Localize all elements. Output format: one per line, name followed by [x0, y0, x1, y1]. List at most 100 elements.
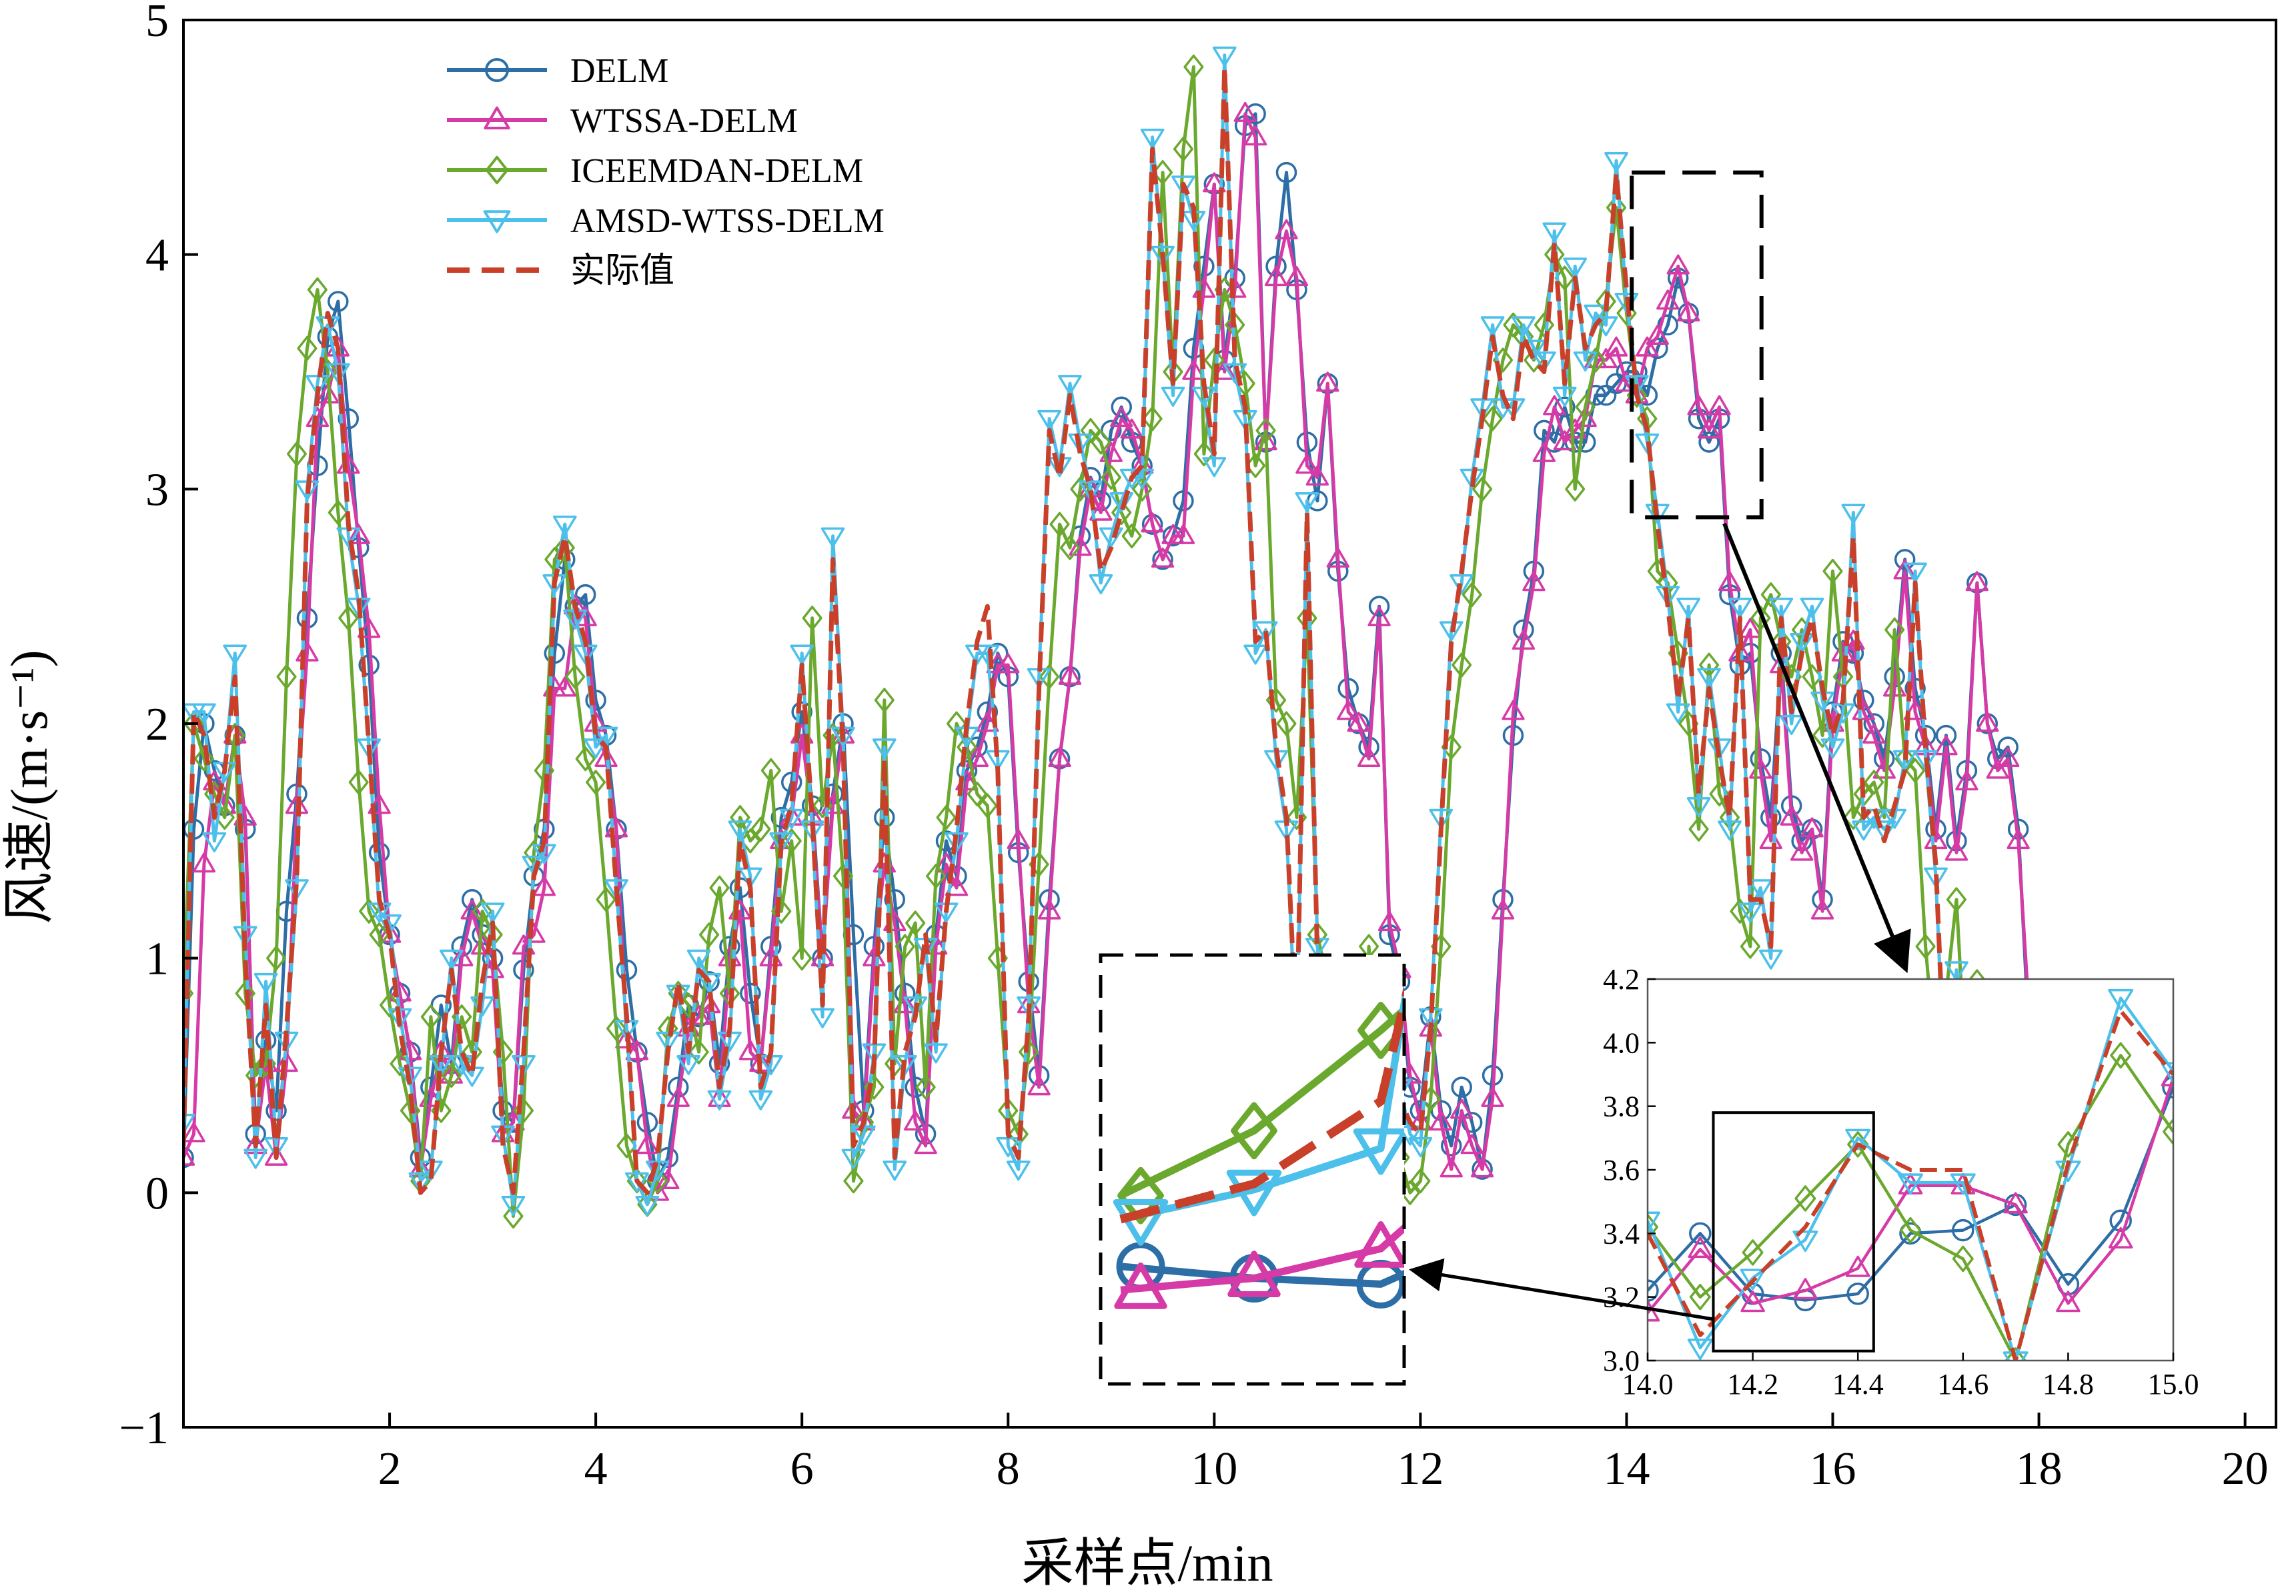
- inset-x-tick-label: 14.6: [1937, 1368, 1988, 1401]
- data-point: [625, 1172, 649, 1192]
- data-point: [1512, 630, 1536, 650]
- data-point: [1070, 476, 1091, 502]
- data-point: [975, 644, 1000, 665]
- data-point: [750, 816, 771, 842]
- data-point: [1183, 54, 1204, 79]
- data-point: [1903, 562, 1927, 583]
- data-point: [1553, 430, 1576, 451]
- data-point: [1007, 828, 1030, 850]
- x-tick-label: 10: [1191, 1443, 1237, 1495]
- data-point: [1480, 316, 1505, 337]
- data-point: [903, 996, 928, 1017]
- data-point: [297, 335, 318, 361]
- data-point: [359, 898, 380, 924]
- data-point: [666, 1086, 690, 1107]
- data-point: [1564, 418, 1587, 439]
- inset-data-point: [1845, 1255, 1870, 1277]
- data-point: [1575, 394, 1596, 420]
- inset-x-tick-label: 14.0: [1622, 1368, 1674, 1401]
- data-point: [1946, 887, 1967, 912]
- data-point: [378, 922, 402, 943]
- data-point: [1997, 736, 2019, 758]
- data-point: [728, 820, 752, 841]
- legend-label: DELM: [570, 52, 668, 90]
- data-point: [926, 864, 947, 889]
- data-point: [1687, 395, 1710, 416]
- x-tick-label: 8: [997, 1443, 1020, 1495]
- data-point: [1728, 598, 1752, 618]
- data-point: [1646, 324, 1669, 345]
- data-point: [276, 664, 297, 690]
- data-point: [802, 606, 822, 631]
- data-point: [1574, 406, 1597, 428]
- data-point: [1965, 571, 1989, 592]
- data-point: [1121, 524, 1142, 549]
- data-point: [1037, 899, 1061, 920]
- data-point: [946, 711, 967, 736]
- data-point: [1760, 582, 1781, 608]
- data-point: [1367, 606, 1391, 626]
- inset-data-point: [2110, 1042, 2132, 1069]
- data-point: [233, 926, 257, 946]
- data-point: [326, 363, 350, 383]
- y-tick-label: 0: [145, 1168, 169, 1219]
- data-point: [781, 828, 802, 854]
- data-point: [1398, 1125, 1422, 1146]
- data-point: [1718, 820, 1742, 841]
- data-point: [1110, 406, 1133, 428]
- data-point: [1573, 351, 1598, 372]
- inset-x-tick-label: 15.0: [2148, 1368, 2199, 1401]
- x-tick-label: 16: [1810, 1443, 1856, 1495]
- data-point: [1976, 712, 1999, 732]
- data-point: [1563, 257, 1588, 278]
- data-point: [338, 408, 360, 430]
- data-point: [1636, 336, 1659, 357]
- data-point: [552, 516, 577, 536]
- data-point: [1822, 558, 1843, 584]
- data-point: [1996, 746, 2020, 767]
- inset-data-point: [1687, 1339, 1713, 1361]
- zoom-data-point: [1353, 1128, 1404, 1175]
- data-point: [1790, 632, 1814, 654]
- data-point: [1111, 396, 1132, 418]
- data-point: [1089, 500, 1113, 521]
- data-point: [512, 1054, 536, 1076]
- data-point: [997, 653, 1020, 674]
- inset-y-tick-label: 3.8: [1603, 1090, 1640, 1123]
- data-point: [1944, 840, 1968, 861]
- data-point: [1666, 703, 1690, 724]
- legend-marker: [485, 155, 509, 185]
- data-point: [2006, 828, 2030, 850]
- data-point: [1986, 758, 2009, 779]
- legend-label: ICEEMDAN-DELM: [570, 152, 863, 190]
- data-point: [1740, 934, 1760, 959]
- data-point: [235, 980, 255, 1006]
- inset-series-line: [1648, 1086, 2173, 1302]
- data-point: [460, 899, 484, 920]
- data-point: [285, 879, 309, 900]
- data-point: [1027, 1075, 1051, 1096]
- data-point: [1522, 571, 1546, 592]
- inset-series-actual-value: [1648, 1008, 2173, 1361]
- data-point: [1058, 375, 1082, 395]
- data-point: [883, 1160, 907, 1181]
- data-point: [708, 1086, 731, 1107]
- y-axis-title: 风速/(m·s⁻¹): [0, 650, 58, 924]
- data-point: [769, 832, 794, 852]
- data-point: [1451, 1076, 1472, 1098]
- data-point: [1276, 711, 1297, 736]
- data-point: [688, 1039, 709, 1064]
- inset-y-tick-label: 3.4: [1603, 1217, 1640, 1250]
- inset-data-point: [1845, 1128, 1871, 1150]
- data-point: [1852, 820, 1876, 841]
- legend-item-actual-value: 实际值: [447, 252, 674, 290]
- legend-item-delm: DELM: [447, 52, 668, 90]
- data-point: [1635, 434, 1660, 454]
- data-point: [1275, 219, 1298, 239]
- inset-data-point: [1899, 1222, 1922, 1245]
- data-point: [1656, 289, 1680, 310]
- inset-data-point: [1793, 1278, 1818, 1300]
- data-point: [1903, 700, 1927, 720]
